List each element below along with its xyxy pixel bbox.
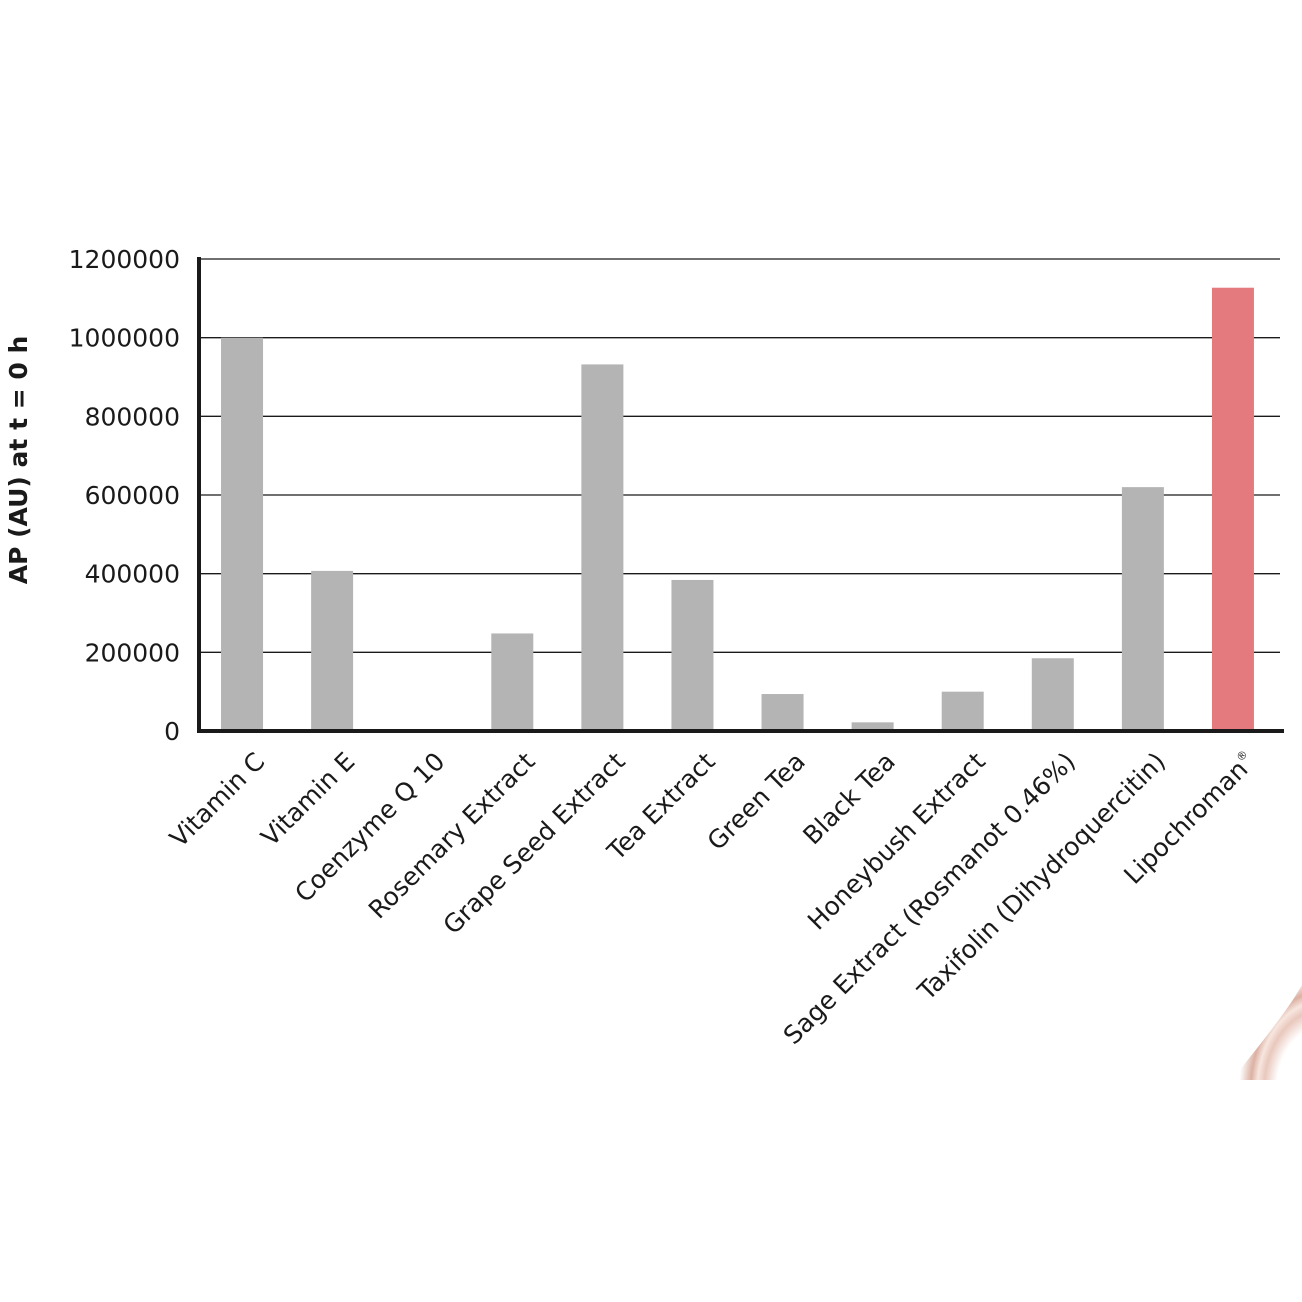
bar [1211, 287, 1254, 731]
y-axis-title: AP (AU) at t = 0 h [4, 336, 33, 585]
bar [671, 579, 714, 731]
y-tick-label: 400000 [85, 560, 180, 589]
y-tick-label: 1000000 [69, 324, 180, 353]
decorative-swirl [1232, 985, 1302, 1080]
bar [311, 570, 354, 731]
bar [1031, 658, 1074, 731]
y-tick-label: 600000 [85, 481, 180, 510]
y-tick-labels: 0 200000 400000 600000 800000 1000000 1200000 [69, 245, 180, 746]
x-category-label: Grape Seed Extract [437, 747, 630, 940]
x-category-label: Vitamin C [164, 747, 270, 853]
x-category-label: Coenzyme Q 10 [289, 747, 450, 908]
bar [221, 337, 264, 731]
bar [491, 633, 534, 731]
x-category-label: Green Tea [702, 747, 811, 856]
axes [197, 257, 1284, 733]
bars [221, 287, 1254, 731]
y-tick-label: 0 [164, 717, 180, 746]
bar [581, 364, 624, 731]
bar [851, 722, 894, 731]
bar [941, 691, 984, 731]
bar [1121, 487, 1164, 731]
gridlines [199, 258, 1280, 653]
x-category-label: Rosemary Extract [363, 747, 541, 925]
y-tick-label: 800000 [85, 402, 180, 431]
bar [761, 694, 804, 731]
y-tick-label: 200000 [85, 638, 180, 667]
y-tick-label: 1200000 [69, 245, 180, 274]
x-category-label: Honeybush Extract [802, 747, 991, 936]
